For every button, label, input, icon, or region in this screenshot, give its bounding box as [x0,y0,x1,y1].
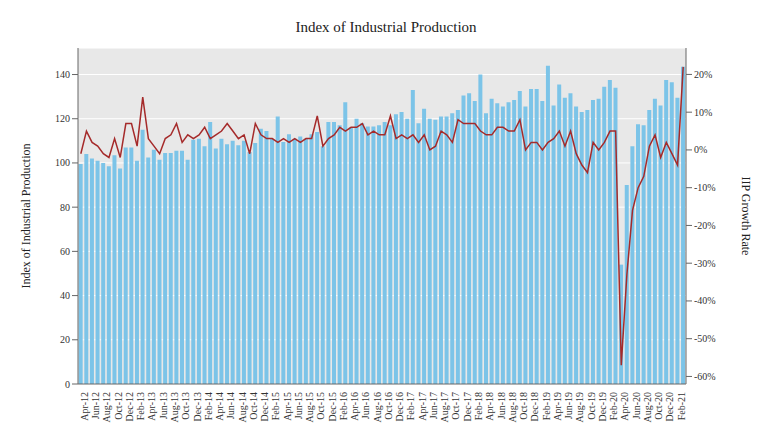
svg-text:Jun-17: Jun-17 [428,392,439,419]
svg-text:Dec-14: Dec-14 [259,392,270,421]
svg-text:-20%: -20% [694,220,716,231]
svg-text:Oct-18: Oct-18 [518,392,529,420]
svg-text:Apr-18: Apr-18 [484,392,495,421]
svg-text:Dec-16: Dec-16 [394,392,405,421]
svg-text:Jun-13: Jun-13 [158,392,169,419]
svg-text:Aug-15: Aug-15 [304,392,315,423]
svg-text:Oct-15: Oct-15 [315,392,326,420]
svg-text:Oct-19: Oct-19 [586,392,597,420]
svg-text:Jun-12: Jun-12 [90,392,101,419]
svg-text:20: 20 [60,334,70,345]
svg-text:Apr-17: Apr-17 [417,392,428,421]
svg-text:Oct-16: Oct-16 [383,392,394,420]
svg-text:Feb-13: Feb-13 [135,392,146,420]
svg-text:Feb-18: Feb-18 [473,392,484,420]
svg-text:Feb-21: Feb-21 [676,392,687,420]
svg-text:Apr-19: Apr-19 [552,392,563,421]
svg-text:Oct-14: Oct-14 [248,392,259,420]
svg-text:Dec-15: Dec-15 [327,392,338,421]
svg-text:Oct-17: Oct-17 [450,392,461,420]
svg-text:Oct-13: Oct-13 [180,392,191,420]
svg-text:Aug-12: Aug-12 [101,392,112,423]
svg-text:IIP Growth Rate: IIP Growth Rate [739,177,753,256]
svg-text:Apr-12: Apr-12 [79,392,90,421]
svg-text:-50%: -50% [694,333,716,344]
svg-text:60: 60 [60,246,70,257]
svg-text:Aug-17: Aug-17 [439,392,450,423]
svg-text:0: 0 [65,379,70,390]
svg-text:80: 80 [60,202,70,213]
svg-text:Jun-20: Jun-20 [631,392,642,419]
svg-text:20%: 20% [694,69,712,80]
svg-text:Aug-14: Aug-14 [237,392,248,423]
svg-text:Feb-20: Feb-20 [608,392,619,420]
svg-text:Aug-20: Aug-20 [642,392,653,423]
svg-text:Aug-13: Aug-13 [169,392,180,423]
svg-text:-10%: -10% [694,182,716,193]
svg-text:Index of Industrial Production: Index of Industrial Production [19,144,33,289]
svg-text:Apr-14: Apr-14 [214,392,225,421]
svg-text:Feb-14: Feb-14 [203,392,214,420]
svg-text:Apr-20: Apr-20 [619,392,630,421]
svg-text:100: 100 [55,157,70,168]
svg-text:10%: 10% [694,107,712,118]
svg-text:Jun-14: Jun-14 [225,392,236,419]
html-text:Index of Industrial Production: Index of Industrial Production [295,19,477,35]
svg-text:Aug-16: Aug-16 [372,392,383,423]
svg-text:Dec-12: Dec-12 [124,392,135,421]
svg-text:Feb-17: Feb-17 [405,392,416,420]
svg-text:Oct-20: Oct-20 [653,392,664,420]
svg-text:Apr-13: Apr-13 [146,392,157,421]
svg-text:Feb-16: Feb-16 [338,392,349,420]
svg-text:Jun-18: Jun-18 [496,392,507,419]
svg-text:40: 40 [60,290,70,301]
svg-text:Dec-19: Dec-19 [597,392,608,421]
svg-text:Dec-17: Dec-17 [462,392,473,421]
svg-text:Aug-18: Aug-18 [507,392,518,423]
svg-text:Oct-12: Oct-12 [113,392,124,420]
svg-text:Jun-19: Jun-19 [563,392,574,419]
svg-text:Apr-16: Apr-16 [349,392,360,421]
svg-text:Dec-20: Dec-20 [664,392,675,421]
svg-text:Feb-19: Feb-19 [541,392,552,420]
svg-text:Aug-19: Aug-19 [574,392,585,423]
svg-text:Jun-16: Jun-16 [360,392,371,419]
svg-text:Feb-15: Feb-15 [270,392,281,420]
svg-text:Dec-13: Dec-13 [192,392,203,421]
svg-text:-30%: -30% [694,258,716,269]
svg-text:Jun-15: Jun-15 [293,392,304,419]
svg-text:-60%: -60% [694,371,716,382]
svg-text:Apr-15: Apr-15 [282,392,293,421]
svg-text:Dec-18: Dec-18 [529,392,540,421]
svg-text:120: 120 [55,113,70,124]
svg-text:0%: 0% [694,144,707,155]
svg-text:-40%: -40% [694,295,716,306]
svg-text:140: 140 [55,69,70,80]
